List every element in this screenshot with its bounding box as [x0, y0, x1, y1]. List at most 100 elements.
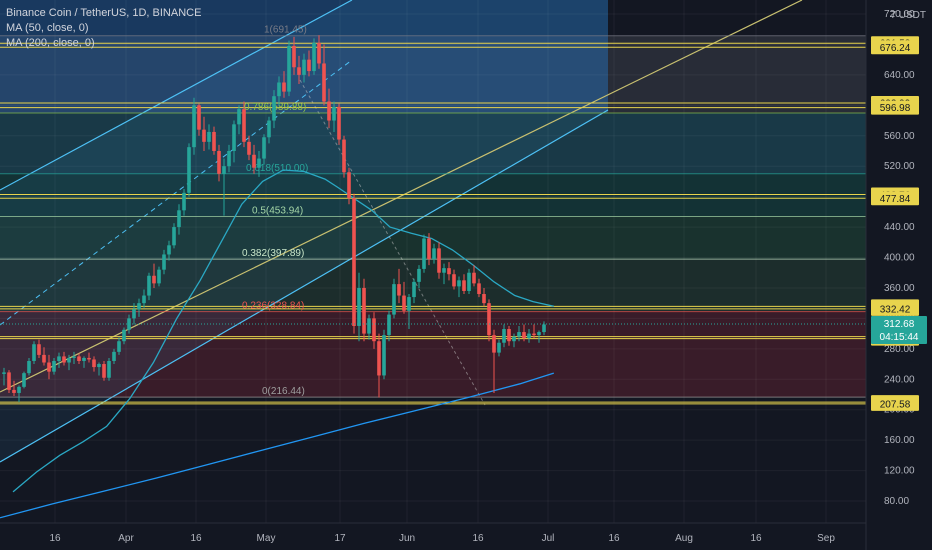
channel-mid [0, 59, 353, 326]
legend-ma200: MA (200, close, 0) [6, 37, 95, 49]
price-axis [866, 0, 932, 550]
candle-body [162, 254, 166, 270]
candle-body [332, 106, 336, 121]
candle-body [512, 336, 516, 342]
current-price-badge [871, 315, 927, 344]
candle-body [292, 45, 296, 68]
candle-body [272, 96, 276, 121]
y-tick-label: 80.00 [884, 496, 909, 507]
channel-lower [0, 109, 609, 463]
candle-body [517, 332, 521, 337]
candle-body [337, 106, 341, 140]
candle-body [217, 150, 221, 174]
candle-body [262, 137, 266, 159]
fib-label: 0.5(453.94) [252, 205, 303, 216]
candle-body [287, 45, 291, 92]
candle-body [7, 372, 11, 390]
candle-body [487, 303, 491, 336]
moving-averages [0, 169, 554, 519]
candle-body [457, 280, 461, 287]
legend-ma50: MA (50, close, 0) [6, 22, 89, 34]
candle-body [497, 342, 501, 353]
candle-body [197, 105, 201, 130]
candle-body [402, 295, 406, 311]
chart-legend: Binance Coin / TetherUS, 1D, BINANCE MA … [6, 6, 201, 51]
candle-body [67, 357, 71, 363]
candle-body [352, 198, 356, 326]
candle-body [142, 295, 146, 304]
level-badge [871, 191, 919, 206]
ma200-line [0, 372, 554, 519]
candle-body [72, 356, 76, 358]
candle-body [97, 364, 101, 368]
fib-label: 0.382(397.89) [242, 248, 304, 259]
x-tick-label: 17 [334, 533, 346, 544]
candle-body [442, 268, 446, 273]
candle-body [322, 63, 326, 102]
candle-body [282, 82, 286, 92]
y-tick-label: 440.00 [884, 222, 915, 233]
candle-body [357, 287, 361, 326]
y-tick-label: 120.00 [884, 466, 915, 477]
candle-body [112, 351, 116, 361]
level-badge-label: 676.24 [880, 43, 911, 54]
channel-fill [0, 0, 608, 462]
candle-body [32, 344, 36, 361]
fib-diagonal [299, 79, 486, 406]
candle-body [522, 332, 526, 339]
candle-body [372, 318, 376, 342]
candle-body [167, 245, 171, 255]
candle-body [482, 294, 486, 304]
y-tick-label: 160.00 [884, 435, 915, 446]
candle-body [132, 309, 136, 319]
candle-body [82, 357, 86, 361]
candle-body [187, 147, 191, 193]
candle-body [192, 105, 196, 148]
candle-body [387, 314, 391, 336]
candle-body [432, 248, 436, 260]
ma50-line [12, 169, 554, 493]
candle-body [242, 109, 246, 142]
level-badge-label: 207.58 [880, 399, 911, 410]
candle-body [42, 354, 46, 363]
candle-body [27, 360, 31, 374]
candle-body [152, 275, 156, 284]
x-tick-label: 16 [49, 533, 61, 544]
candle-body [92, 359, 96, 368]
y-tick-label: 280.00 [884, 344, 915, 355]
y-tick-label: 400.00 [884, 253, 915, 264]
candle-body [87, 357, 91, 360]
candle-body [452, 274, 456, 287]
x-tick-label: Aug [675, 533, 693, 544]
candle-body [102, 364, 106, 378]
level-badge-label: 596.98 [880, 103, 911, 114]
candle-body [57, 356, 61, 361]
y-tick-label: 720.00 [884, 9, 915, 20]
candle-body [407, 297, 411, 311]
candle-body [467, 272, 471, 291]
fib-label: 0.236(328.84) [242, 301, 304, 312]
countdown-label: 04:15:44 [880, 332, 919, 343]
candle-body [52, 360, 56, 372]
candle-body [297, 67, 301, 75]
candle-body [412, 281, 416, 298]
candle-body [492, 335, 496, 353]
candle-body [202, 129, 206, 142]
candle-body [117, 341, 121, 352]
candle-body [227, 150, 231, 167]
candle-body [382, 335, 386, 376]
candle-body [347, 172, 351, 199]
currency-label: 7 USDT [890, 10, 926, 21]
level-badge [871, 301, 919, 316]
y-tick-label: 360.00 [884, 283, 915, 294]
candle-body [307, 59, 311, 72]
y-tick-label: 560.00 [884, 131, 915, 142]
x-tick-label: Jun [399, 533, 415, 544]
candle-body [362, 287, 366, 334]
fib-label: 0.618(510.00) [246, 163, 308, 174]
candle-body [122, 329, 126, 342]
level-badge-label: 477.84 [880, 194, 911, 205]
candle-body [502, 329, 506, 343]
